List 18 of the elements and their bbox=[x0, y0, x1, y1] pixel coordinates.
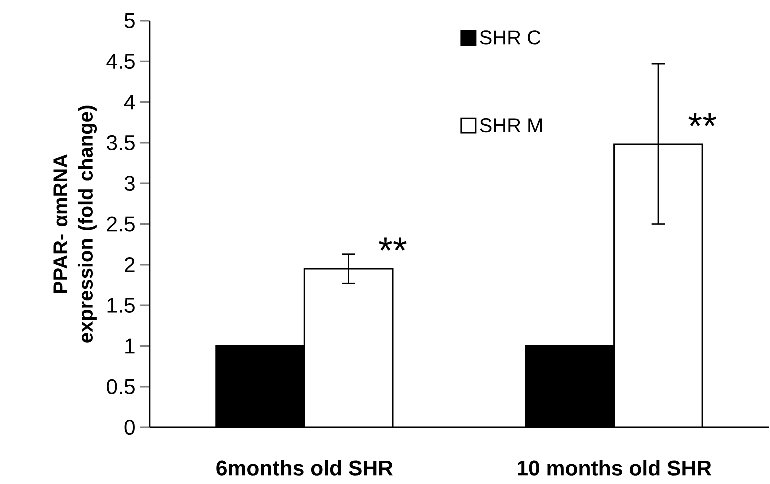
y-tick-label: 1.5 bbox=[108, 298, 135, 313]
y-tick-label: 2.5 bbox=[107, 216, 135, 232]
y-tick-label: 0 bbox=[124, 420, 135, 435]
y-tick-label: 2 bbox=[125, 257, 135, 272]
annotation: ** bbox=[688, 113, 717, 126]
y-tick-label: 1 bbox=[126, 338, 135, 354]
y-tick-label: 3 bbox=[124, 176, 135, 191]
legend-label: SHR M bbox=[480, 118, 542, 132]
y-tick-label: 4.5 bbox=[106, 54, 135, 69]
x-tick-label: 10 months old SHR bbox=[518, 460, 712, 476]
y-axis-title: PPAR- αmRNA expression (fold change) bbox=[54, 106, 98, 343]
legend-label: SHR C bbox=[480, 30, 541, 45]
y-tick-label: 4 bbox=[124, 94, 136, 110]
annotation: ** bbox=[379, 238, 407, 251]
y-tick-label: 3.5 bbox=[107, 135, 135, 150]
y-tick-label: 5 bbox=[124, 13, 135, 28]
x-tick-label: 6months old SHR bbox=[216, 460, 394, 476]
y-tick-label: 0.5 bbox=[107, 379, 135, 394]
